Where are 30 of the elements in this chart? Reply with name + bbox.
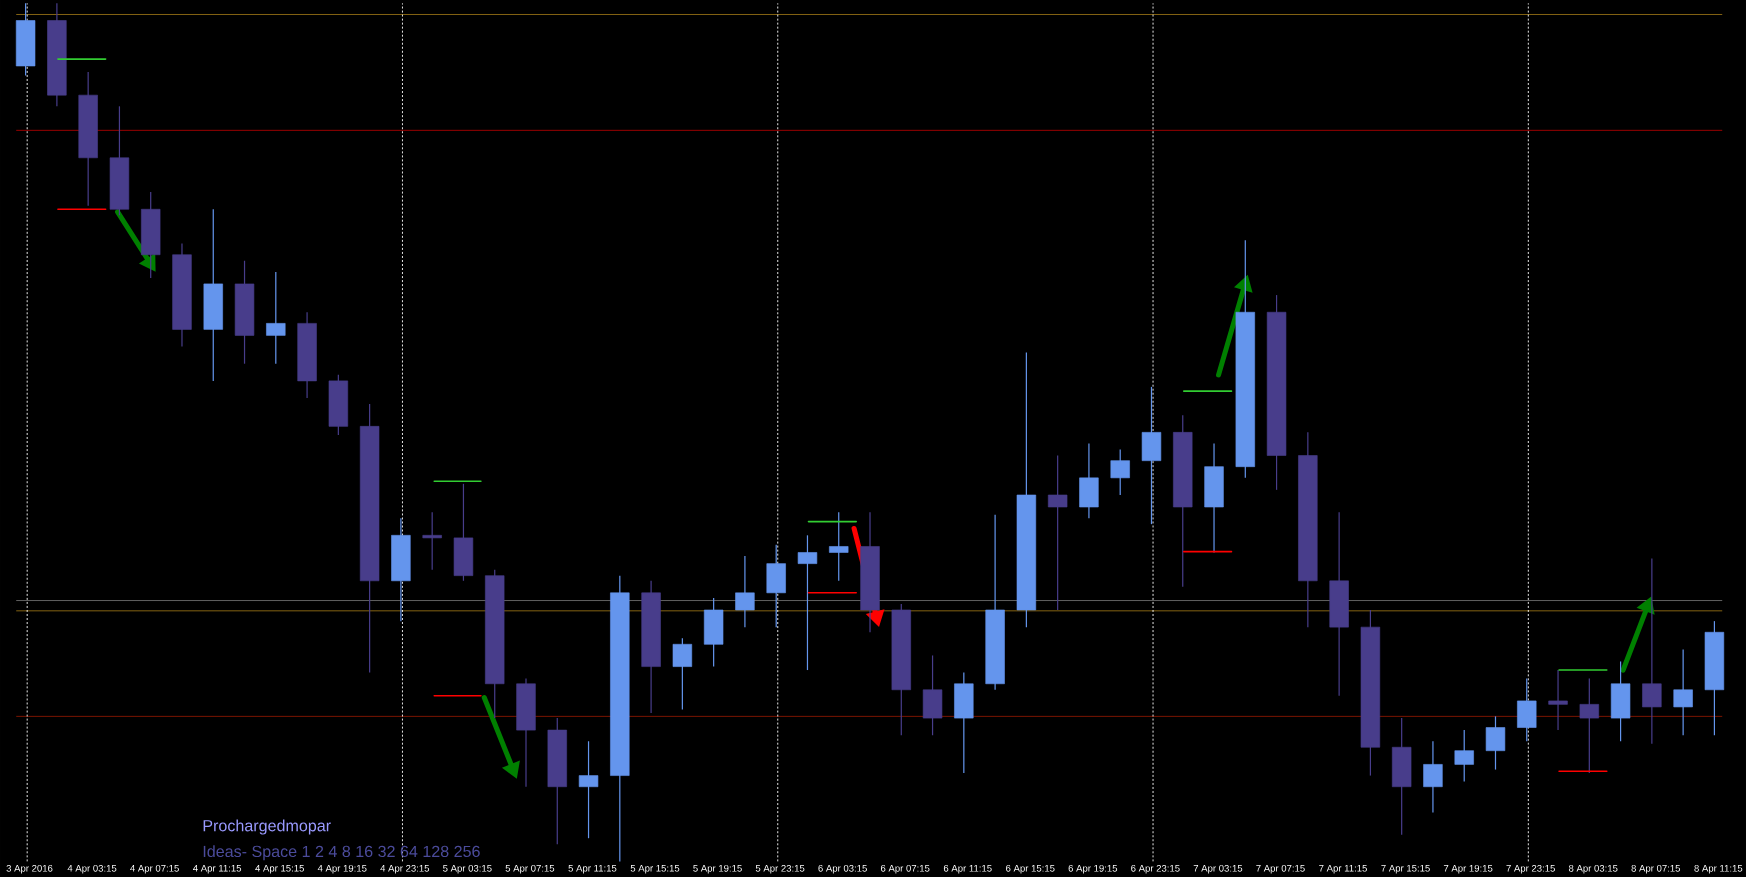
x-tick-label: 6 Apr 03:15 <box>818 864 867 874</box>
x-tick-label: 7 Apr 19:15 <box>1443 864 1493 874</box>
x-tick-label: 7 Apr 07:15 <box>1256 864 1305 874</box>
x-tick-label: 4 Apr 23:15 <box>380 864 430 874</box>
x-tick-label: 4 Apr 15:15 <box>255 864 305 874</box>
x-tick-label: 6 Apr 23:15 <box>1131 864 1180 874</box>
x-tick-label: 5 Apr 03:15 <box>443 864 492 874</box>
x-tick-label: 3 Apr 2016 <box>6 864 53 874</box>
x-tick-label: 5 Apr 11:15 <box>568 864 617 874</box>
x-tick-label: 4 Apr 19:15 <box>317 864 367 874</box>
x-tick-label: 6 Apr 11:15 <box>943 864 992 874</box>
x-tick-label: 8 Apr 07:15 <box>1631 864 1681 874</box>
x-tick-label: 6 Apr 15:15 <box>1006 864 1055 874</box>
x-tick-label: 7 Apr 11:15 <box>1319 864 1367 874</box>
x-tick-label: 4 Apr 11:15 <box>193 864 242 874</box>
x-tick-label: 7 Apr 03:15 <box>1193 864 1243 874</box>
x-tick-label: 6 Apr 07:15 <box>880 864 930 874</box>
annotation: Prochargedmopar <box>203 819 331 835</box>
x-tick-label: 5 Apr 23:15 <box>755 864 805 874</box>
x-tick-label: 5 Apr 15:15 <box>630 864 680 874</box>
x-tick-label: 7 Apr 23:15 <box>1506 864 1555 874</box>
annotation: Ideas- Space 1 2 4 8 16 32 64 128 256 <box>203 845 480 861</box>
x-tick-label: 7 Apr 15:15 <box>1381 864 1430 874</box>
x-tick-label: 8 Apr 03:15 <box>1568 864 1618 874</box>
x-tick-label: 5 Apr 19:15 <box>693 864 742 874</box>
x-tick-label: 6 Apr 19:15 <box>1068 864 1118 874</box>
x-tick-label: 8 Apr 11:15 <box>1694 864 1743 874</box>
x-tick-label: 5 Apr 07:15 <box>505 864 555 874</box>
x-tick-label: 4 Apr 07:15 <box>130 864 179 874</box>
x-tick-label: 4 Apr 03:15 <box>67 864 117 874</box>
